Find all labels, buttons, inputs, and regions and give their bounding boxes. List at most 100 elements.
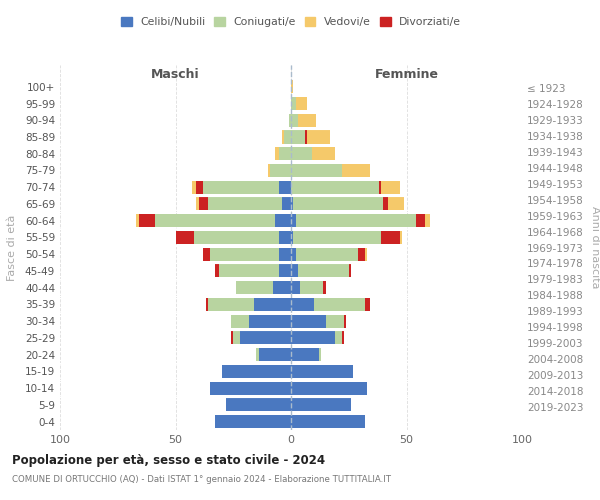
Bar bbox=[291, 147, 312, 160]
Bar bbox=[240, 332, 291, 344]
Bar bbox=[275, 214, 291, 227]
Bar bbox=[383, 198, 388, 210]
Bar bbox=[210, 248, 280, 260]
Bar bbox=[296, 214, 416, 227]
Bar bbox=[342, 164, 370, 177]
Bar bbox=[400, 231, 402, 244]
Bar bbox=[194, 231, 280, 244]
Bar bbox=[291, 231, 293, 244]
Bar bbox=[236, 281, 272, 294]
Bar bbox=[388, 198, 404, 210]
Bar bbox=[199, 198, 208, 210]
Bar bbox=[203, 180, 280, 194]
Bar bbox=[307, 130, 330, 143]
Bar bbox=[365, 298, 370, 311]
Bar bbox=[191, 180, 196, 194]
Bar bbox=[312, 147, 335, 160]
Bar bbox=[291, 164, 342, 177]
Bar bbox=[291, 180, 379, 194]
Bar bbox=[314, 298, 365, 311]
Bar bbox=[206, 298, 208, 311]
Bar bbox=[300, 281, 323, 294]
Bar bbox=[305, 130, 307, 143]
Bar bbox=[291, 332, 335, 344]
Bar bbox=[291, 264, 298, 278]
Bar bbox=[222, 365, 291, 378]
Bar bbox=[280, 180, 291, 194]
Text: COMUNE DI ORTUCCHIO (AQ) - Dati ISTAT 1° gennaio 2024 - Elaborazione TUTTITALIA.: COMUNE DI ORTUCCHIO (AQ) - Dati ISTAT 1°… bbox=[12, 475, 391, 484]
Bar bbox=[291, 298, 314, 311]
Bar bbox=[349, 264, 351, 278]
Bar bbox=[291, 348, 319, 361]
Bar bbox=[233, 332, 240, 344]
Bar bbox=[381, 180, 400, 194]
Bar bbox=[250, 314, 291, 328]
Bar bbox=[358, 248, 365, 260]
Text: Femmine: Femmine bbox=[374, 68, 439, 80]
Bar bbox=[280, 248, 291, 260]
Bar bbox=[203, 248, 210, 260]
Bar bbox=[381, 231, 400, 244]
Bar bbox=[291, 248, 296, 260]
Bar bbox=[379, 180, 381, 194]
Bar bbox=[293, 231, 381, 244]
Bar bbox=[289, 114, 291, 127]
Bar bbox=[272, 281, 291, 294]
Bar bbox=[196, 180, 203, 194]
Bar bbox=[210, 382, 291, 394]
Bar bbox=[231, 332, 233, 344]
Bar bbox=[139, 214, 155, 227]
Bar bbox=[208, 198, 282, 210]
Bar bbox=[365, 248, 367, 260]
Bar bbox=[280, 147, 291, 160]
Bar bbox=[291, 398, 351, 411]
Bar bbox=[280, 231, 291, 244]
Bar bbox=[155, 214, 275, 227]
Bar bbox=[215, 264, 220, 278]
Bar bbox=[291, 80, 293, 94]
Bar bbox=[196, 198, 199, 210]
Bar bbox=[291, 281, 300, 294]
Bar bbox=[323, 281, 326, 294]
Bar bbox=[291, 114, 298, 127]
Bar bbox=[416, 214, 425, 227]
Bar bbox=[231, 314, 250, 328]
Bar bbox=[215, 415, 291, 428]
Bar bbox=[176, 231, 194, 244]
Legend: Celibi/Nubili, Coniugati/e, Vedovi/e, Divorziati/e: Celibi/Nubili, Coniugati/e, Vedovi/e, Di… bbox=[118, 14, 464, 30]
Bar bbox=[298, 264, 349, 278]
Text: Maschi: Maschi bbox=[151, 68, 200, 80]
Bar bbox=[293, 198, 383, 210]
Bar bbox=[326, 314, 344, 328]
Bar bbox=[270, 164, 291, 177]
Bar bbox=[259, 348, 291, 361]
Bar bbox=[291, 97, 296, 110]
Bar bbox=[254, 298, 291, 311]
Bar bbox=[319, 348, 321, 361]
Bar bbox=[291, 314, 326, 328]
Y-axis label: Fasce di età: Fasce di età bbox=[7, 214, 17, 280]
Bar bbox=[256, 348, 259, 361]
Bar bbox=[282, 130, 284, 143]
Bar bbox=[344, 314, 346, 328]
Bar bbox=[296, 248, 358, 260]
Bar bbox=[220, 264, 280, 278]
Bar bbox=[136, 214, 139, 227]
Bar bbox=[268, 164, 270, 177]
Bar bbox=[335, 332, 342, 344]
Bar bbox=[291, 365, 353, 378]
Bar bbox=[275, 147, 280, 160]
Bar bbox=[291, 415, 365, 428]
Y-axis label: Anni di nascita: Anni di nascita bbox=[590, 206, 600, 289]
Bar bbox=[280, 264, 291, 278]
Bar bbox=[282, 198, 291, 210]
Bar bbox=[291, 382, 367, 394]
Bar bbox=[226, 398, 291, 411]
Bar bbox=[291, 130, 305, 143]
Bar bbox=[291, 214, 296, 227]
Bar bbox=[284, 130, 291, 143]
Bar bbox=[298, 114, 316, 127]
Bar bbox=[342, 332, 344, 344]
Bar bbox=[208, 298, 254, 311]
Bar bbox=[291, 198, 293, 210]
